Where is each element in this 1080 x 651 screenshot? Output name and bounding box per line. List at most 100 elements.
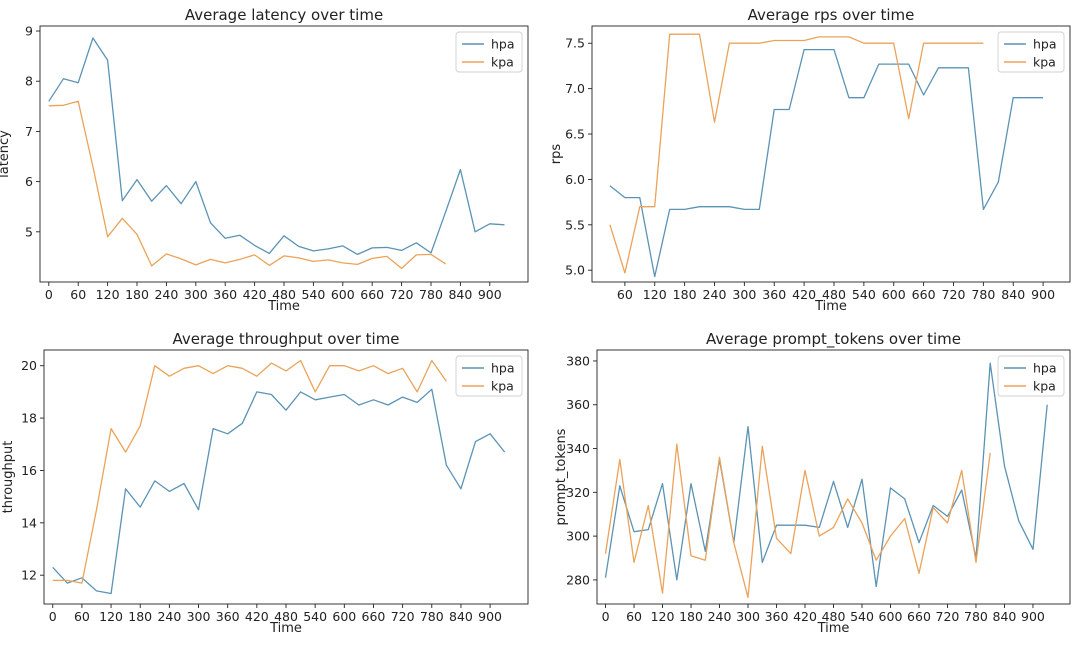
- y-tick-label: 16: [21, 463, 37, 478]
- x-tick-label: 840: [993, 609, 1017, 624]
- y-tick-label: 5.5: [565, 217, 585, 232]
- legend-label-kpa: kpa: [1033, 55, 1056, 70]
- legend: hpa kpa: [997, 31, 1065, 73]
- x-tick-label: 300: [184, 287, 208, 302]
- x-tick-label: 120: [651, 609, 675, 624]
- x-tick-label: 840: [448, 287, 472, 302]
- x-tick-label: 660: [362, 609, 386, 624]
- x-tick-label: 900: [1021, 609, 1045, 624]
- x-tick-label: 360: [213, 287, 237, 302]
- x-tick-label: 780: [964, 609, 988, 624]
- x-tick-label: 360: [216, 609, 240, 624]
- x-tick-label: 180: [128, 609, 152, 624]
- chart-panel-4: 0 60 120 180 240 300 360 420 480 540 600 660 720 780 8…: [554, 330, 1071, 636]
- legend-label-hpa: hpa: [491, 361, 515, 376]
- x-tick-label: 720: [390, 287, 414, 302]
- x-tick-label: 600: [332, 609, 356, 624]
- legend: hpa kpa: [455, 31, 523, 73]
- x-tick-label: 360: [765, 609, 789, 624]
- x-tick-label: 180: [679, 609, 703, 624]
- series-line-hpa: [609, 48, 1044, 278]
- x-tick-label: 780: [420, 609, 444, 624]
- chart-panel-3: 0 60 120 180 240 300 360 420 480 540 600 660 720 780 8…: [1, 330, 529, 636]
- chart-title: Average prompt_tokens over time: [706, 330, 961, 349]
- x-tick-label: 720: [391, 609, 415, 624]
- chart-panel-1: 0 60 120 180 240 300 360 420 480 540 600 660 720 780 8…: [0, 6, 529, 314]
- y-tick-label: 380: [566, 353, 590, 368]
- series-group: [609, 33, 1044, 278]
- legend: hpa kpa: [997, 355, 1065, 397]
- y-tick-label: 300: [566, 529, 590, 544]
- legend-label-hpa: hpa: [1033, 37, 1057, 52]
- x-tick-label: 480: [272, 287, 296, 302]
- x-axis-label: Time: [269, 621, 302, 636]
- y-axis-label: throughput: [1, 441, 16, 514]
- legend-label-hpa: hpa: [491, 37, 515, 52]
- chart-title: Average throughput over time: [172, 330, 399, 348]
- x-tick-label: 480: [274, 609, 298, 624]
- series-line-hpa: [604, 362, 1048, 588]
- y-tick-label: 7.0: [565, 81, 585, 96]
- x-tick-label: 720: [942, 287, 966, 302]
- x-tick-label: 180: [673, 287, 697, 302]
- x-tick-label: 120: [643, 287, 667, 302]
- x-tick-label: 60: [617, 287, 633, 302]
- x-tick-label: 420: [793, 609, 817, 624]
- chart-title: Average rps over time: [748, 6, 915, 24]
- x-tick-label: 660: [360, 287, 384, 302]
- y-tick-label: 7.5: [565, 36, 585, 51]
- y-tick-label: 8: [25, 74, 33, 89]
- series-line-kpa: [604, 443, 991, 599]
- x-tick-label: 0: [49, 609, 57, 624]
- x-tick-label: 600: [331, 287, 355, 302]
- y-tick-label: 5: [25, 224, 33, 239]
- series-line-kpa: [609, 33, 984, 274]
- y-tick-label: 6.0: [565, 172, 585, 187]
- y-tick-label: 5.0: [565, 263, 585, 278]
- plot-frame: [591, 25, 1071, 283]
- x-tick-label: 840: [449, 609, 473, 624]
- x-tick-label: 660: [912, 287, 936, 302]
- x-tick-label: 900: [1031, 287, 1055, 302]
- plot-frame: [39, 25, 529, 283]
- y-axis-label: latency: [0, 130, 12, 178]
- x-tick-label: 720: [936, 609, 960, 624]
- x-tick-label: 300: [187, 609, 211, 624]
- legend-label-kpa: kpa: [491, 55, 514, 70]
- y-axis-label: prompt_tokens: [554, 428, 569, 525]
- y-tick-label: 9: [25, 24, 33, 39]
- x-axis-label: Time: [267, 299, 300, 314]
- y-tick-label: 320: [566, 485, 590, 500]
- x-tick-label: 0: [602, 609, 610, 624]
- x-tick-label: 780: [971, 287, 995, 302]
- x-tick-label: 120: [99, 609, 123, 624]
- x-axis-label: Time: [814, 299, 847, 314]
- x-tick-label: 240: [154, 287, 178, 302]
- y-tick-label: 12: [21, 568, 37, 583]
- y-tick-label: 20: [21, 358, 37, 373]
- x-tick-label: 540: [303, 609, 327, 624]
- x-tick-label: 420: [243, 287, 267, 302]
- y-tick-label: 340: [566, 441, 590, 456]
- x-tick-label: 660: [907, 609, 931, 624]
- x-tick-label: 480: [822, 287, 846, 302]
- y-axis-label: rps: [549, 144, 564, 165]
- series-group: [48, 37, 505, 270]
- x-tick-label: 540: [850, 609, 874, 624]
- y-tick-label: 14: [21, 515, 37, 530]
- x-tick-label: 240: [703, 287, 727, 302]
- series-line-kpa: [48, 100, 447, 270]
- x-tick-label: 360: [762, 287, 786, 302]
- x-tick-label: 120: [96, 287, 120, 302]
- x-tick-label: 180: [125, 287, 149, 302]
- x-tick-label: 300: [732, 287, 756, 302]
- x-tick-label: 60: [74, 609, 90, 624]
- x-tick-label: 600: [882, 287, 906, 302]
- y-tick-label: 6.5: [565, 127, 585, 142]
- series-line-hpa: [52, 388, 506, 595]
- x-tick-label: 540: [852, 287, 876, 302]
- series-group: [604, 362, 1048, 599]
- x-tick-label: 420: [792, 287, 816, 302]
- y-tick-label: 360: [566, 397, 590, 412]
